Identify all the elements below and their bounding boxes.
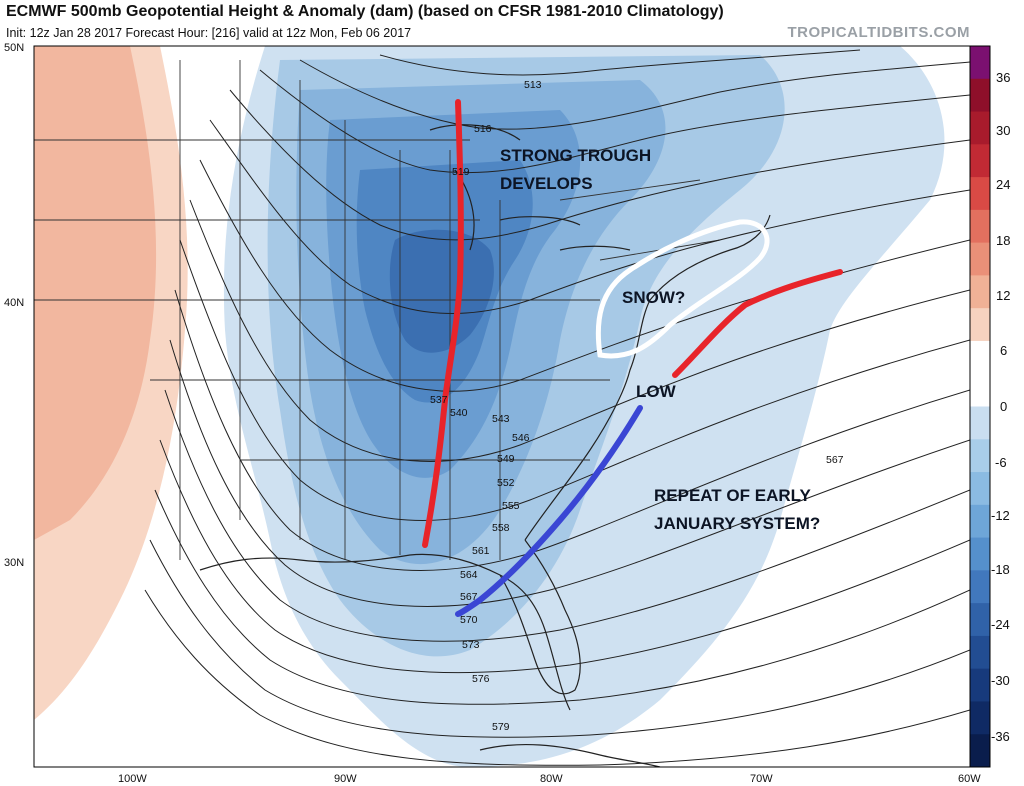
colorbar-segment — [970, 308, 990, 342]
colorbar-segment — [970, 439, 990, 473]
chart-subtitle: Init: 12z Jan 28 2017 Forecast Hour: [21… — [6, 26, 412, 40]
colorbar-segment — [970, 603, 990, 637]
contour-label: 573 — [462, 639, 480, 651]
blue-front-line — [455, 405, 643, 617]
lon-label: 100W — [118, 773, 147, 785]
height-contours — [144, 49, 970, 766]
colorbar-segment — [970, 209, 990, 244]
contour-label: 537 — [430, 394, 448, 406]
colorbar-label: -12 — [991, 508, 1010, 523]
trough-axis-line — [422, 99, 464, 548]
colorbar-segment — [970, 373, 990, 407]
colorbar-segment — [970, 406, 990, 440]
contour-label: 516 — [474, 123, 492, 135]
lat-label: 30N — [4, 557, 24, 569]
map-panel: 513 516 519 537 540 543 546 549 552 555 … — [34, 46, 970, 767]
colorbar-segment — [970, 242, 990, 276]
colorbar-segment — [970, 340, 990, 375]
contour-label: 561 — [472, 545, 490, 557]
contour-labels: 513 516 519 537 540 543 546 549 552 555 … — [430, 79, 844, 733]
contour-label: 567 — [460, 591, 478, 603]
colorbar-label: -24 — [991, 617, 1010, 632]
colorbar-segment — [970, 177, 990, 211]
contour-label: 519 — [452, 166, 470, 178]
contour-label: 513 — [524, 79, 542, 91]
colorbar-segment — [970, 701, 990, 735]
lat-label: 50N — [4, 42, 24, 54]
colorbar-segment — [970, 570, 990, 604]
colorbar-segment — [970, 78, 990, 113]
colorbar-label: -30 — [991, 673, 1010, 688]
annotation-trough-line2: DEVELOPS — [500, 174, 593, 193]
colorbar-label: -6 — [995, 455, 1007, 470]
colorbar-frame — [969, 45, 991, 768]
colorbar-label: 0 — [1000, 399, 1007, 414]
chart-title: ECMWF 500mb Geopotential Height & Anomal… — [6, 3, 724, 20]
colorbar-segment — [970, 504, 990, 539]
colorbar-label: 6 — [1000, 343, 1007, 358]
contour-label: 546 — [512, 432, 530, 444]
positive-anomaly-west-inner — [34, 46, 157, 540]
contour-label: 570 — [460, 614, 478, 626]
contour-label: 549 — [497, 453, 515, 465]
colorbar-label: -18 — [991, 562, 1010, 577]
colorbar-label: 30 — [996, 123, 1010, 138]
colorbar-label: 36 — [996, 70, 1010, 85]
florida-outline — [499, 539, 581, 695]
colorbar — [969, 45, 991, 768]
colorbar-segment — [970, 668, 990, 702]
colorbar-segment — [970, 734, 990, 768]
colorbar-label: 12 — [996, 288, 1010, 303]
cuba-outline — [479, 743, 661, 767]
contour-label: 564 — [460, 569, 478, 581]
colorbar-label: 18 — [996, 233, 1010, 248]
annotation-repeat-line2: JANUARY SYSTEM? — [654, 514, 820, 533]
colorbar-label: -36 — [991, 729, 1010, 744]
atlantic-coast-line — [524, 214, 771, 541]
annotation-snow: SNOW? — [622, 288, 685, 307]
snow-outline — [595, 219, 770, 359]
lon-label: 90W — [334, 773, 357, 785]
colorbar-segment — [970, 537, 990, 571]
contour-label: 558 — [492, 522, 510, 534]
watermark: TROPICALTIDBITS.COM — [787, 24, 970, 41]
contour-label: 552 — [497, 477, 515, 489]
lon-label: 80W — [540, 773, 563, 785]
contour-label: 576 — [472, 673, 490, 685]
colorbar-segment — [970, 635, 990, 670]
colorbar-segment — [970, 144, 990, 178]
annotation-repeat-line1: REPEAT OF EARLY — [654, 486, 811, 505]
negative-anomaly-30 — [389, 229, 494, 353]
contour-label: 555 — [502, 500, 520, 512]
colorbar-segment — [970, 46, 990, 80]
contour-label: 567 — [826, 454, 844, 466]
gulf-coast-line — [199, 553, 571, 711]
colorbar-labels: 36 30 24 18 12 6 0 -6 -12 -18 -24 -30 -3… — [991, 70, 1010, 744]
offshore-front-line — [672, 269, 843, 378]
annotation-low: LOW — [636, 382, 677, 401]
colorbar-segment — [970, 275, 990, 309]
lat-label: 40N — [4, 297, 24, 309]
lon-label: 70W — [750, 773, 773, 785]
contour-label: 579 — [492, 721, 510, 733]
annotation-trough-line1: STRONG TROUGH — [500, 146, 651, 165]
colorbar-segment — [970, 111, 990, 145]
lon-label: 60W — [958, 773, 981, 785]
colorbar-segment — [970, 472, 990, 506]
colorbar-label: 24 — [996, 177, 1010, 192]
contour-label: 540 — [450, 407, 468, 419]
great-lakes — [429, 124, 631, 251]
contour-label: 543 — [492, 413, 510, 425]
